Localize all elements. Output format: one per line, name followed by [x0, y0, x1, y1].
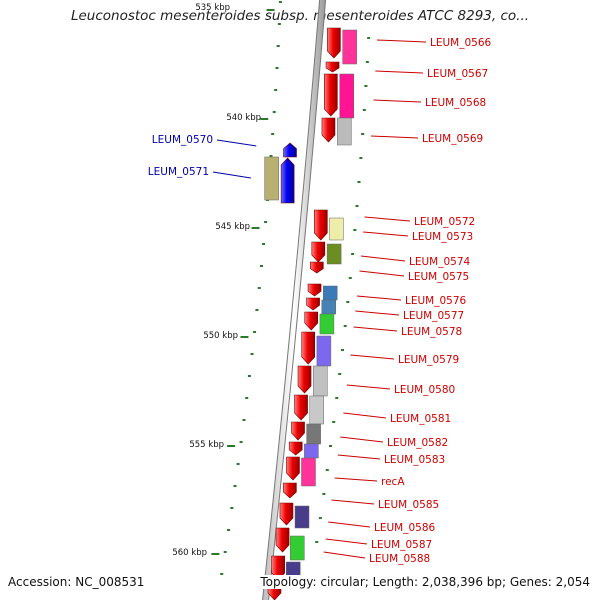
kbp-label: 560 kbp	[172, 548, 207, 558]
forward-gene-arrow	[279, 502, 294, 526]
forward-gene-arrow	[286, 456, 300, 481]
leader-line	[328, 521, 371, 528]
gene-block	[329, 217, 344, 241]
forward-gene-arrow	[327, 27, 341, 59]
gene-block	[326, 243, 342, 265]
gene-label: LEUM_0577	[403, 310, 464, 322]
gene-block	[301, 457, 316, 487]
forward-gene-arrow	[275, 527, 290, 553]
kbp-label: 535 kbp	[195, 3, 230, 13]
accession-text: Accession: NC_008531	[8, 575, 145, 589]
gene-label: LEUM_0578	[401, 326, 462, 338]
forward-gene-arrow	[321, 117, 336, 143]
gene-label: LEUM_0566	[430, 37, 492, 49]
genome-backbone	[262, 0, 327, 600]
gene-block	[309, 395, 324, 425]
gene-block	[290, 535, 305, 561]
gene-block	[339, 73, 355, 119]
gene-label: LEUM_0586	[374, 522, 436, 534]
forward-gene-arrow	[324, 73, 338, 117]
label-leader-lines	[212, 39, 427, 559]
gene-label: LEUM_0567	[427, 68, 488, 80]
leader-line	[337, 454, 381, 460]
leader-line	[355, 310, 400, 316]
gene-block	[342, 29, 357, 65]
reverse-gene-arrow	[283, 142, 297, 158]
leader-line	[360, 255, 406, 262]
forward-gene-arrow	[325, 61, 340, 73]
leader-line	[331, 499, 375, 505]
gene-block	[319, 313, 335, 335]
forward-gene-arrow	[311, 241, 326, 263]
gene-block	[294, 505, 310, 529]
gene-features	[264, 27, 357, 600]
leader-line	[373, 99, 422, 103]
topology-text: Topology: circular; Length: 2,038,396 bp…	[260, 575, 590, 589]
gene-label: LEUM_0573	[412, 231, 473, 243]
leader-line	[216, 139, 257, 147]
gene-label: LEUM_0576	[405, 295, 467, 307]
gene-block	[321, 299, 337, 315]
gene-labels: LEUM_0566 LEUM_0567 LEUM_0568 LEUM_0569 …	[148, 37, 492, 565]
gene-label: LEUM_0585	[378, 499, 439, 511]
gene-block	[316, 335, 332, 367]
leader-line	[375, 70, 424, 74]
forward-gene-arrow	[306, 297, 320, 311]
gene-label: recA	[381, 476, 405, 488]
forward-gene-arrow	[301, 331, 316, 365]
leader-line	[363, 231, 409, 237]
leader-line	[364, 216, 411, 222]
kbp-label: 555 kbp	[189, 440, 224, 450]
gene-label: LEUM_0579	[398, 354, 459, 366]
forward-gene-arrow	[288, 441, 303, 456]
gene-block	[322, 285, 338, 301]
gene-label: LEUM_0569	[422, 133, 483, 145]
forward-gene-arrow	[291, 421, 305, 441]
leader-line	[359, 270, 405, 277]
gene-label: LEUM_0583	[384, 454, 445, 466]
map-title: Leuconostoc mesenteroides subsp. mesente…	[70, 8, 530, 24]
gene-label: LEUM_0587	[371, 539, 432, 551]
leader-line	[334, 477, 378, 482]
forward-gene-arrow	[294, 394, 308, 421]
gene-label: LEUM_0570	[152, 134, 213, 146]
gene-label: LEUM_0580	[394, 384, 455, 396]
leader-line	[343, 412, 387, 419]
leader-line	[353, 326, 398, 332]
leader-line	[340, 436, 384, 443]
leader-line	[377, 39, 427, 43]
gene-label: LEUM_0582	[387, 437, 448, 449]
kbp-label: 540 kbp	[226, 113, 261, 123]
leader-line	[356, 295, 402, 301]
gene-block	[306, 423, 321, 445]
gene-block	[304, 443, 319, 459]
leader-line	[212, 171, 251, 179]
forward-gene-arrow	[283, 482, 297, 499]
forward-gene-arrow	[304, 311, 319, 331]
forward-gene-arrow	[310, 261, 324, 274]
gene-label: LEUM_0575	[408, 271, 469, 283]
kbp-scale-labels: 535 kbp 540 kbp 545 kbp 550 kbp 555 kbp …	[172, 3, 261, 558]
leader-line	[346, 384, 391, 390]
gene-label: LEUM_0568	[425, 97, 486, 109]
reverse-gene-arrow	[280, 157, 295, 204]
forward-gene-arrow	[314, 209, 328, 241]
forward-gene-arrow	[297, 365, 312, 394]
gene-label: LEUM_0571	[148, 166, 209, 178]
kbp-label: 545 kbp	[215, 222, 250, 232]
gene-block	[264, 156, 279, 201]
leader-line	[371, 135, 419, 139]
gene-block	[337, 117, 352, 146]
gene-block	[313, 365, 328, 397]
gene-label: LEUM_0581	[390, 413, 451, 425]
forward-gene-arrow	[307, 283, 322, 297]
leader-line	[350, 354, 395, 360]
leader-line	[325, 538, 368, 545]
kbp-label: 550 kbp	[203, 331, 238, 341]
gene-label: LEUM_0574	[409, 256, 471, 268]
gene-label: LEUM_0572	[414, 216, 475, 228]
leader-line	[323, 551, 366, 559]
gene-label: LEUM_0588	[369, 553, 430, 565]
